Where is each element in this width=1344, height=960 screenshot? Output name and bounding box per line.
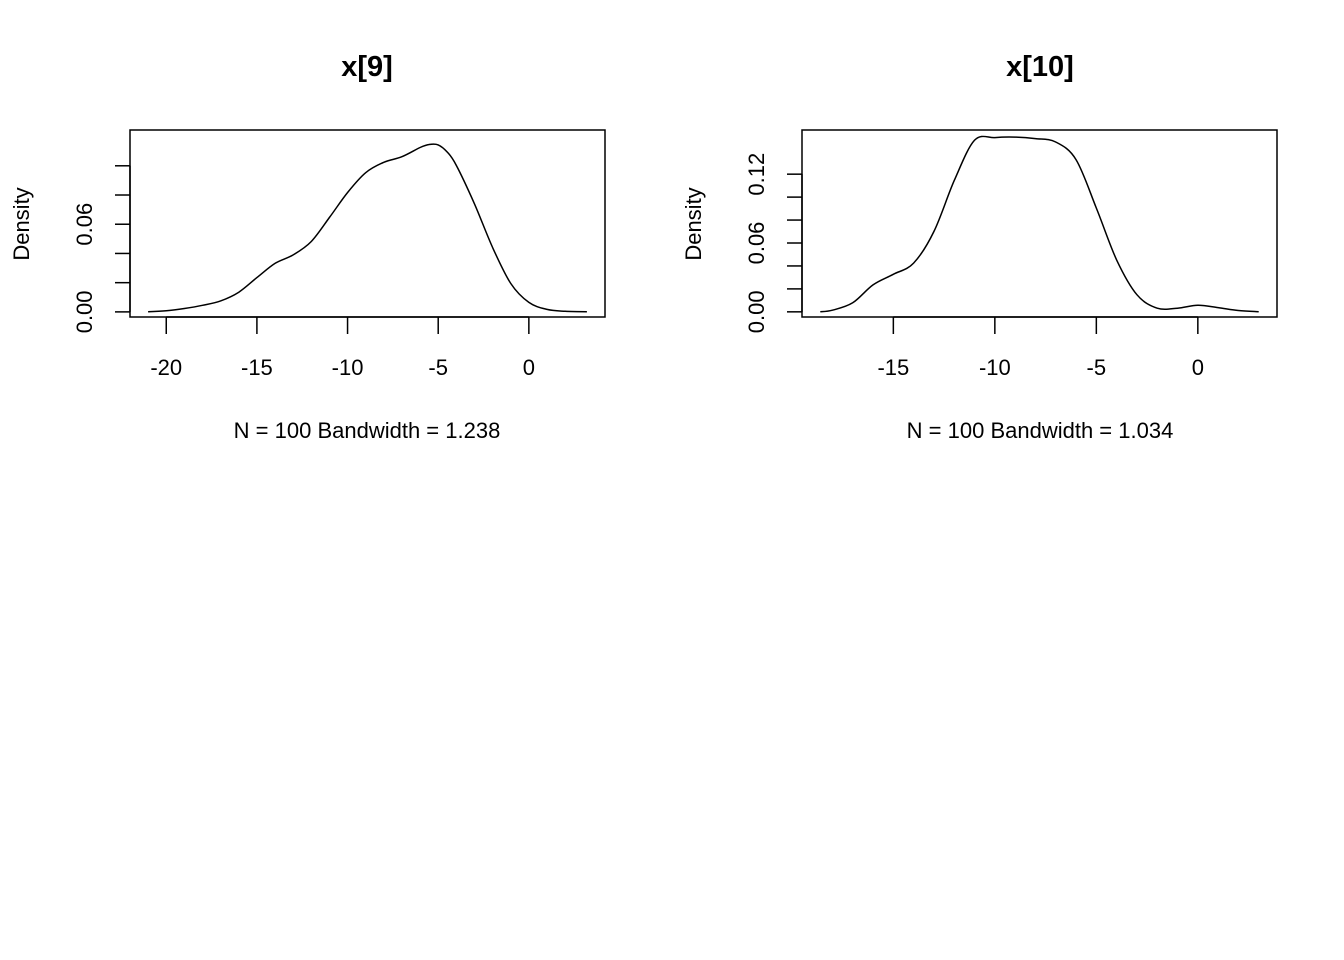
panel-1-x-tick-label: -5 xyxy=(428,355,448,380)
panel-2-x-tick-label: 0 xyxy=(1192,355,1204,380)
panel-2-y-tick-label: 0.00 xyxy=(744,290,769,333)
panel-1-y-tick-label: 0.00 xyxy=(72,290,97,333)
panel-2-y-tick-label: 0.12 xyxy=(744,153,769,196)
panel-2-density-line xyxy=(820,135,1259,313)
panel-1-y-label: Density xyxy=(9,187,34,260)
panel-2-x-tick-label: -10 xyxy=(979,355,1011,380)
panel-1-x-axis: -20 -15 -10 -5 0 xyxy=(150,316,535,380)
panel-1-x-tick-label: -15 xyxy=(241,355,273,380)
density-panel-x9: x[9] -20 -15 -10 -5 0 0.00 0.06 N = 100 Bandw… xyxy=(9,51,606,443)
panel-2-title: x[10] xyxy=(1006,51,1074,83)
panel-1-density-line xyxy=(148,143,587,313)
panel-2-x-label: N = 100 Bandwidth = 1.034 xyxy=(907,418,1174,443)
panel-1-y-tick-label: 0.06 xyxy=(72,203,97,246)
panel-2-x-axis: -15 -10 -5 0 xyxy=(877,316,1204,380)
panel-1-x-tick-label: -10 xyxy=(332,355,364,380)
panel-2-y-axis: 0.00 0.06 0.12 xyxy=(744,153,803,333)
panel-2-y-label: Density xyxy=(681,187,706,260)
panel-1-x-label: N = 100 Bandwidth = 1.238 xyxy=(234,418,501,443)
density-panel-x10: x[10] -15 -10 -5 0 0.00 0.06 0.12 N = 100 Ban… xyxy=(681,51,1278,443)
panel-2-x-tick-label: -5 xyxy=(1087,355,1107,380)
panel-1-x-tick-label: -20 xyxy=(150,355,182,380)
panel-2-y-tick-label: 0.06 xyxy=(744,222,769,265)
panel-1-title: x[9] xyxy=(341,51,393,83)
panel-1-y-axis: 0.00 0.06 xyxy=(72,165,131,333)
panel-1-x-tick-label: 0 xyxy=(523,355,535,380)
panel-2-x-tick-label: -15 xyxy=(877,355,909,380)
